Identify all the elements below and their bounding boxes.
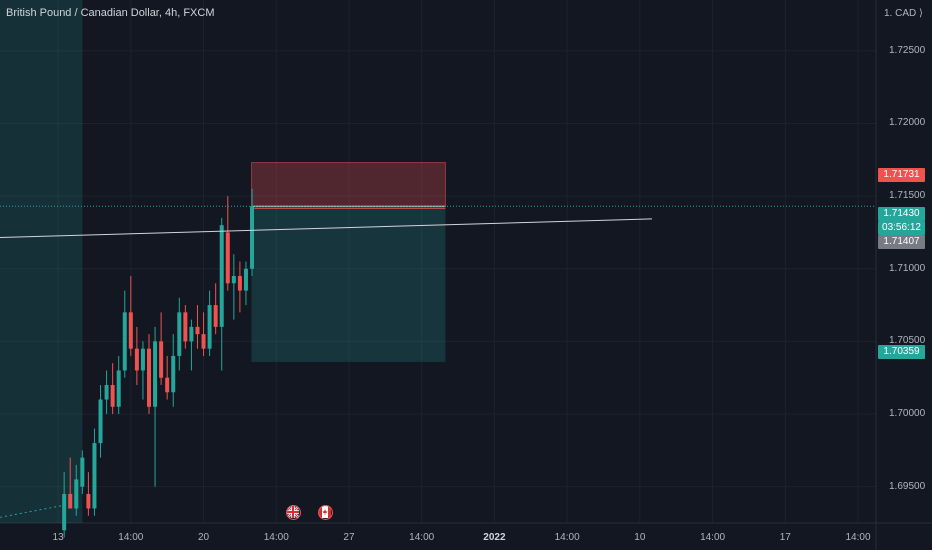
x-tick-label: 14:00 [409, 532, 435, 543]
y-tick-label: 1.72500 [889, 44, 926, 56]
canada-flag-icon[interactable] [318, 505, 333, 520]
candle-body [147, 348, 151, 407]
candle-body [92, 443, 97, 509]
candle-body [250, 206, 255, 269]
candle-body [207, 305, 212, 349]
candle-body [189, 326, 194, 342]
candle-body [183, 312, 188, 342]
take-profit-zone [251, 206, 446, 362]
y-tick-label: 1.71000 [889, 262, 926, 274]
candle-body [159, 341, 164, 378]
candle-body [80, 457, 85, 487]
x-tick-label: 2022 [483, 532, 506, 543]
zones-layer [0, 0, 446, 523]
candle-body [237, 276, 242, 291]
candle-body [62, 493, 67, 531]
y-tick-label: 1.71500 [889, 190, 926, 202]
chart-title: British Pound / Canadian Dollar, 4h, FXC… [6, 7, 215, 19]
candle-body [110, 384, 115, 407]
stop-loss-zone [251, 162, 446, 207]
target-price-badge: 1.70359 [878, 345, 925, 359]
candle-body [177, 312, 182, 356]
candle-body [165, 377, 170, 393]
candle-body [219, 225, 224, 327]
x-tick-label: 14:00 [554, 532, 580, 543]
x-tick-label: 10 [634, 532, 646, 543]
highlight-zone [0, 0, 83, 523]
candle-body [74, 479, 79, 509]
candle-body [116, 370, 121, 407]
candle-body [231, 276, 236, 284]
stop-price-badge: 1.71731 [878, 168, 925, 182]
candle-body [225, 232, 230, 284]
x-tick-label: 14:00 [845, 532, 871, 543]
last-price-badge: 1.71430 [878, 207, 925, 221]
y-tick-label: 1.70000 [889, 408, 926, 420]
candle-body [140, 348, 145, 371]
candle-body [213, 305, 218, 327]
uk-flag-icon[interactable] [286, 505, 301, 520]
trendline-price-badge: 1.71407 [878, 235, 925, 249]
dotted-trend-line [0, 503, 71, 518]
candle-body [86, 493, 91, 509]
candle-body [98, 399, 103, 444]
candle-body [104, 384, 109, 400]
y-tick-label: 1.69500 [889, 480, 926, 492]
x-tick-label: 13 [52, 532, 64, 543]
x-tick-label: 14:00 [700, 532, 726, 543]
lines-layer [0, 205, 876, 518]
x-tick-label: 27 [343, 532, 355, 543]
candle-body [243, 268, 248, 291]
candle-body [134, 348, 139, 371]
candles-layer [62, 188, 255, 538]
candle-body [153, 341, 158, 407]
candle-body [68, 493, 73, 509]
trend-line [0, 218, 652, 239]
candle-body [201, 334, 206, 349]
candle-body [195, 326, 200, 335]
x-tick-label: 14:00 [118, 532, 144, 543]
countdown-badge: 03:56:12 [878, 221, 925, 235]
x-tick-label: 17 [779, 532, 791, 543]
currency-label[interactable]: 1. CAD ⟩ [884, 8, 923, 19]
candle-body [122, 312, 127, 371]
x-tick-label: 14:00 [263, 532, 289, 543]
x-tick-label: 20 [197, 532, 210, 543]
y-tick-label: 1.72000 [889, 117, 926, 129]
candle-body [171, 355, 176, 393]
y-tick-label: 1.70500 [889, 335, 926, 347]
candle-body [128, 312, 133, 349]
